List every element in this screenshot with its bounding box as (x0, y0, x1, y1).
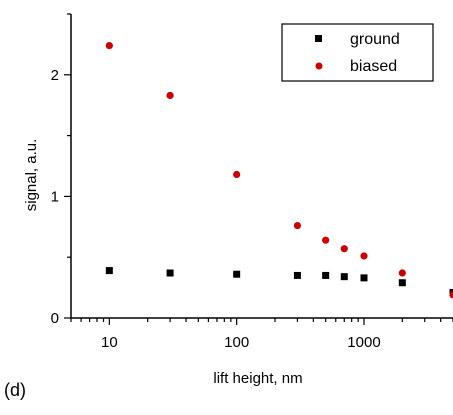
plot-frame (70, 14, 453, 319)
data-point-ground (360, 274, 368, 282)
data-point-ground (340, 273, 348, 281)
y-tick-label: 2 (51, 67, 59, 84)
y-axis: 0 1 2 (51, 13, 71, 327)
legend-label-biased: biased (350, 58, 397, 75)
data-point-ground (105, 267, 113, 275)
x-axis: 10 100 1000 (70, 318, 453, 351)
legend-marker-biased (315, 62, 323, 70)
data-point-biased (166, 91, 174, 100)
data-point-ground (293, 271, 301, 279)
data-point-ground (398, 279, 406, 287)
data-point-biased (293, 221, 302, 230)
legend-marker-ground (315, 35, 322, 42)
data-point-ground (233, 270, 241, 278)
data-point-biased (233, 170, 241, 179)
data-point-biased (105, 42, 113, 50)
y-tick-label: 1 (51, 188, 59, 205)
data-point-ground (166, 269, 174, 277)
x-tick-label: 10 (101, 334, 118, 351)
x-axis-title: lift height, nm (213, 370, 302, 387)
y-axis-title: signal, a.u. (23, 139, 40, 212)
data-point-biased (360, 252, 368, 260)
data-point-biased (449, 291, 453, 299)
data-point-biased (322, 236, 330, 244)
legend: ground biased (281, 23, 434, 82)
legend-box (281, 23, 434, 82)
panel-label: (d) (4, 380, 26, 400)
legend-label-ground: ground (350, 31, 400, 48)
data-point-biased (340, 245, 348, 253)
data-marks (105, 42, 453, 299)
x-tick-label: 1000 (347, 334, 380, 351)
data-point-biased (398, 269, 406, 277)
x-tick-label: 100 (224, 334, 249, 351)
y-tick-label: 0 (51, 310, 59, 327)
data-point-ground (322, 271, 330, 279)
